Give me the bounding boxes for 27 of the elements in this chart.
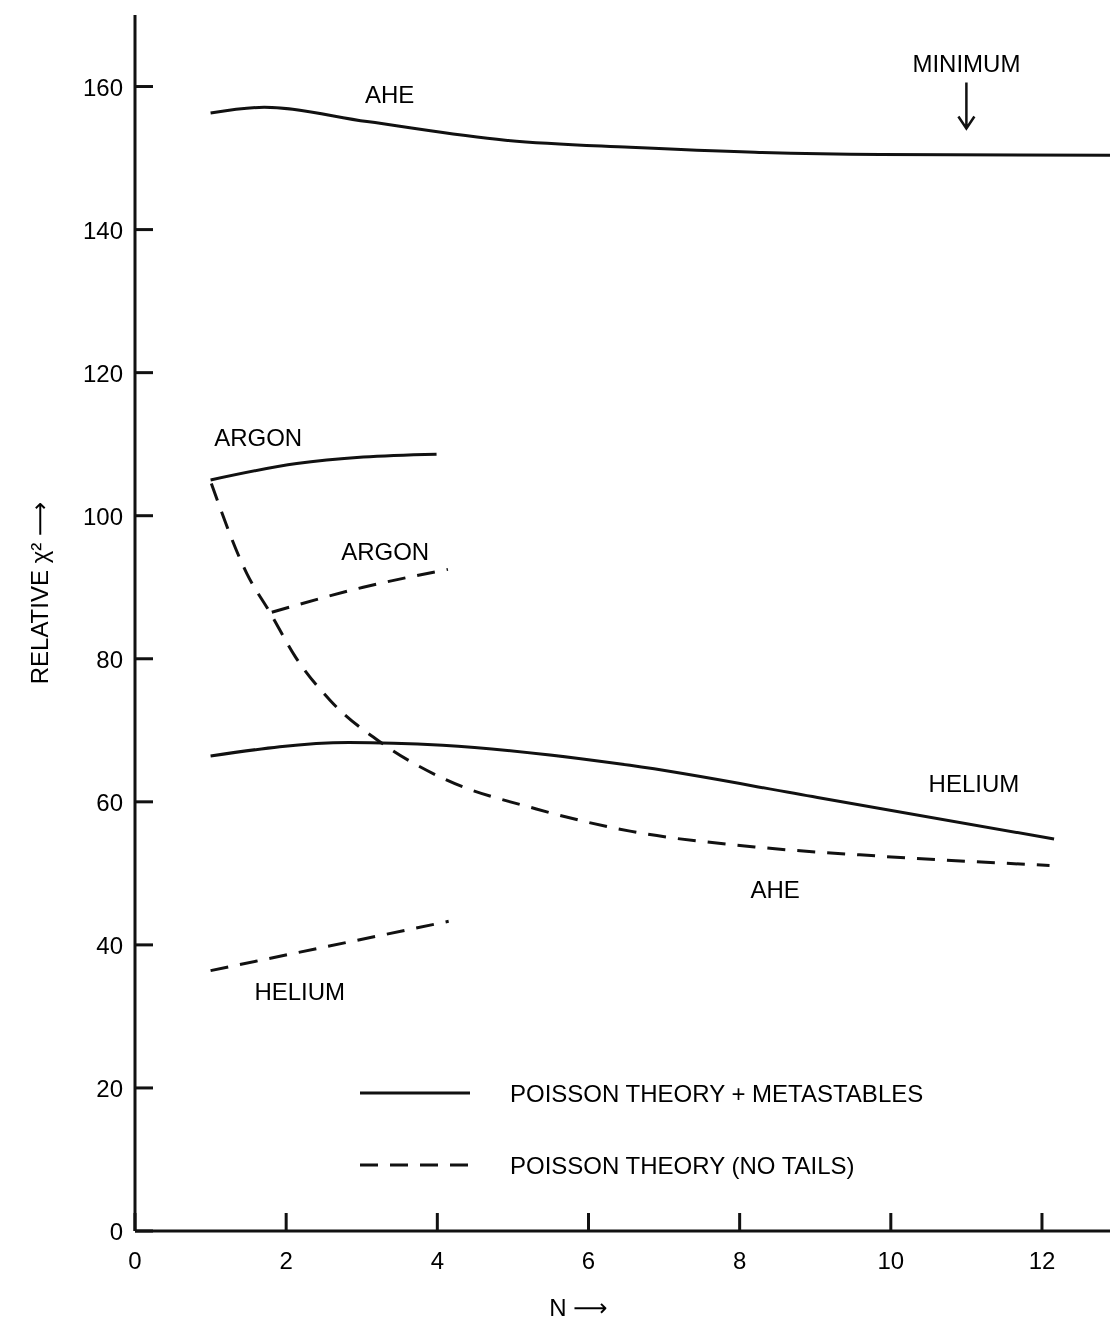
y-tick-label: 60 (96, 788, 123, 816)
annotation: ARGON (341, 538, 430, 566)
y-tick-label: 100 (82, 502, 123, 530)
y-tick-label: 120 (82, 359, 123, 387)
y-tick-label: 80 (96, 645, 123, 673)
x-tick-label: 4 (430, 1247, 445, 1274)
annotation: HELIUM (928, 770, 1020, 798)
annotation: AHE (365, 80, 415, 108)
x-tick-label: 10 (877, 1247, 905, 1274)
x-tick-label: 2 (279, 1247, 293, 1274)
y-tick-label: 40 (96, 931, 123, 959)
y-tick-label: 0 (109, 1218, 123, 1245)
annotation: ARGON (214, 424, 303, 452)
x-axis-title: N ⟶ (549, 1294, 608, 1321)
x-tick-label: 6 (581, 1247, 596, 1274)
y-axis-title: RELATIVE χ² ⟶ (26, 501, 53, 685)
y-tick-label: 160 (82, 73, 123, 101)
x-tick-label: 8 (732, 1247, 747, 1274)
y-tick-label: 20 (96, 1074, 123, 1102)
y-tick-label: 140 (82, 216, 123, 244)
annotation: HELIUM (254, 978, 346, 1006)
legend-label: POISSON THEORY + METASTABLES (510, 1080, 924, 1107)
x-tick-label: 12 (1028, 1247, 1056, 1274)
legend-label: POISSON THEORY (NO TAILS) (510, 1152, 855, 1179)
x-tick-label: 0 (128, 1247, 142, 1274)
annotation: MINIMUM (912, 50, 1021, 78)
annotation: AHE (750, 876, 800, 904)
